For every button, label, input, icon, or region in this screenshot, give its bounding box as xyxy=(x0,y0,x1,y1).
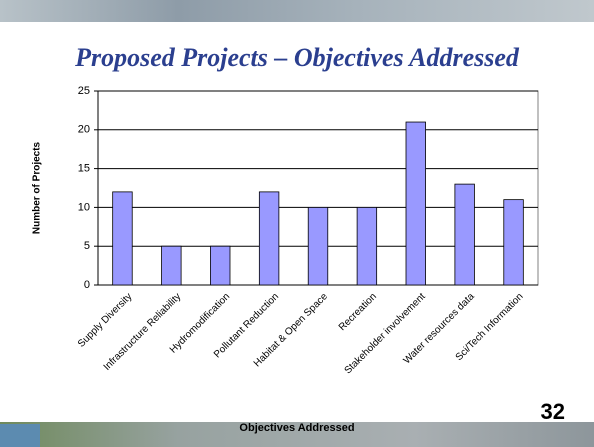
chart-title: Proposed Projects – Objectives Addressed xyxy=(74,43,520,72)
x-axis-label: Objectives Addressed xyxy=(239,422,354,434)
y-tick-label: 5 xyxy=(84,240,90,252)
bottom-band xyxy=(0,422,594,447)
bar xyxy=(112,191,133,286)
bar xyxy=(307,206,329,286)
bar xyxy=(503,199,524,286)
y-tick-label: 10 xyxy=(78,201,90,213)
bar xyxy=(258,191,280,286)
y-tick-label: 25 xyxy=(78,85,90,97)
logo xyxy=(0,424,40,447)
page-number: 32 xyxy=(541,399,565,424)
bar xyxy=(454,183,475,286)
y-tick-label: 20 xyxy=(78,124,90,136)
y-tick-label: 15 xyxy=(78,163,90,175)
bar xyxy=(356,206,378,286)
y-axis-label: Number of Projects xyxy=(32,141,43,234)
bar xyxy=(161,245,182,286)
bar xyxy=(405,121,426,286)
y-tick-label: 0 xyxy=(84,279,90,291)
bar xyxy=(210,245,231,286)
top-band xyxy=(0,0,594,22)
